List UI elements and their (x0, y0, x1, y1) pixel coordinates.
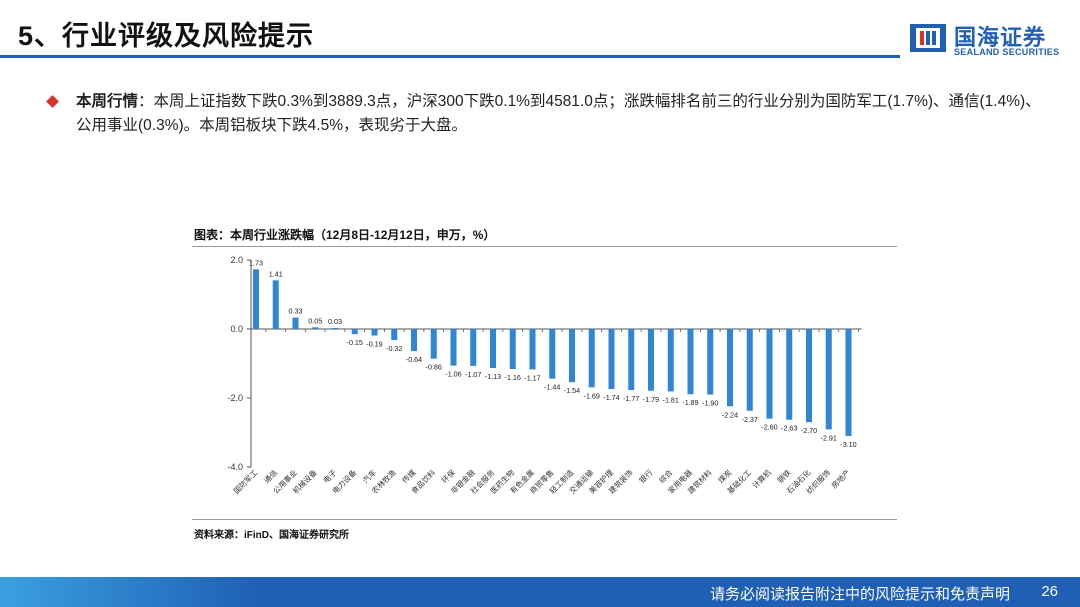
bar (608, 329, 615, 390)
bar (332, 327, 338, 329)
diamond-bullet-icon (46, 95, 59, 108)
chart-bottom-rule (192, 519, 897, 520)
category-label: 传媒 (400, 467, 418, 485)
data-source: 资料来源：iFinD、国海证券研究所 (194, 530, 349, 541)
bar (687, 329, 694, 395)
y-tick-label: 0.0 (230, 324, 243, 334)
data-label: -3.10 (840, 440, 856, 449)
bar (529, 329, 536, 370)
data-label: -1.77 (623, 394, 639, 403)
data-label: -1.17 (524, 373, 540, 382)
data-label: 0.05 (308, 316, 322, 325)
chart-top-rule (192, 246, 897, 247)
sealand-logo-icon (910, 24, 946, 52)
bar (825, 329, 832, 430)
category-label: 银行 (637, 467, 655, 485)
bar (509, 329, 516, 370)
bar (312, 327, 319, 329)
data-label: -1.69 (584, 391, 600, 400)
data-label: -0.32 (386, 344, 402, 353)
category-label: 计算机 (750, 467, 773, 490)
data-label: 1.41 (269, 269, 283, 278)
category-label: 通信 (261, 467, 279, 485)
weekly-summary: 本周行情：本周上证指数下跌0.3%到3889.3点，沪深300下跌0.1%到45… (46, 90, 1048, 138)
data-label: -0.86 (426, 363, 442, 372)
category-label: 综合 (656, 467, 674, 485)
bar (272, 280, 279, 329)
bar (351, 329, 358, 335)
data-label: -1.90 (702, 399, 718, 408)
data-label: -2.63 (781, 424, 797, 433)
bar (648, 329, 654, 391)
chart-title: 图表：本周行业涨跌幅（12月8日-12月12日，申万，%） (194, 228, 496, 242)
industry-change-bar-chart: 2.00.0-2.0-4.01.73国防军工1.41通信0.33公用事业0.05… (227, 255, 862, 496)
data-label: 0.33 (289, 307, 303, 316)
y-tick-label: 2.0 (230, 255, 243, 265)
bar (470, 329, 477, 366)
data-label: -1.74 (603, 393, 619, 402)
bar (845, 329, 852, 436)
page-title: 5、行业评级及风险提示 (18, 21, 315, 51)
data-label: -1.16 (505, 373, 521, 382)
data-label: -2.60 (761, 423, 777, 432)
data-label: 0.03 (328, 317, 342, 326)
footer-disclaimer: 请务必阅读报告附注中的风险提示和免责声明 (709, 586, 1010, 603)
bar (569, 329, 575, 383)
data-label: -1.89 (682, 398, 698, 407)
bar (667, 329, 674, 392)
data-label: -0.64 (406, 355, 422, 364)
logo-chinese-name: 国海证券 (954, 25, 1047, 50)
title-underline (0, 55, 900, 58)
data-label: -1.79 (643, 395, 659, 404)
company-logo: 国海证券 SEALAND SECURITIES (908, 18, 1068, 62)
bar (391, 329, 398, 341)
bar (727, 329, 733, 407)
bar (806, 329, 812, 423)
data-label: -2.91 (821, 433, 837, 442)
data-label: 1.73 (249, 258, 263, 267)
bar (786, 329, 793, 420)
data-label: -0.19 (366, 340, 382, 349)
data-label: -2.70 (801, 426, 817, 435)
category-label: 煤炭 (716, 467, 734, 485)
bar (253, 269, 259, 329)
category-label: 电子 (321, 467, 339, 485)
bar (450, 329, 457, 366)
data-label: -2.37 (742, 415, 758, 424)
summary-text: ：本周上证指数下跌0.3%到3889.3点，沪深300下跌0.1%到4581.0… (76, 93, 1041, 134)
page-number: 26 (1041, 583, 1058, 600)
bar (371, 329, 378, 336)
data-label: -1.07 (465, 370, 481, 379)
logo-english-name: SEALAND SECURITIES (954, 47, 1060, 57)
category-label: 汽车 (360, 467, 378, 485)
data-label: -1.54 (564, 386, 580, 395)
bar (549, 329, 556, 379)
bar (707, 329, 714, 395)
data-label: -1.44 (544, 383, 560, 392)
data-label: -2.24 (722, 410, 738, 419)
bar (490, 329, 496, 368)
bar (746, 329, 753, 411)
data-label: -1.13 (485, 372, 501, 381)
category-label: 钢铁 (775, 467, 793, 485)
data-label: -0.15 (347, 338, 363, 347)
footer-accent (0, 577, 260, 607)
category-label: 房地产 (829, 467, 852, 490)
bar (628, 329, 635, 391)
bar (430, 329, 437, 359)
bar (766, 329, 773, 419)
y-tick-label: -4.0 (227, 462, 243, 472)
bar (411, 329, 417, 352)
bar (588, 329, 595, 388)
data-label: -1.06 (445, 370, 461, 379)
data-label: -1.81 (663, 395, 679, 404)
bar (292, 317, 299, 329)
y-tick-label: -2.0 (227, 393, 243, 403)
summary-label: 本周行情 (76, 93, 139, 110)
